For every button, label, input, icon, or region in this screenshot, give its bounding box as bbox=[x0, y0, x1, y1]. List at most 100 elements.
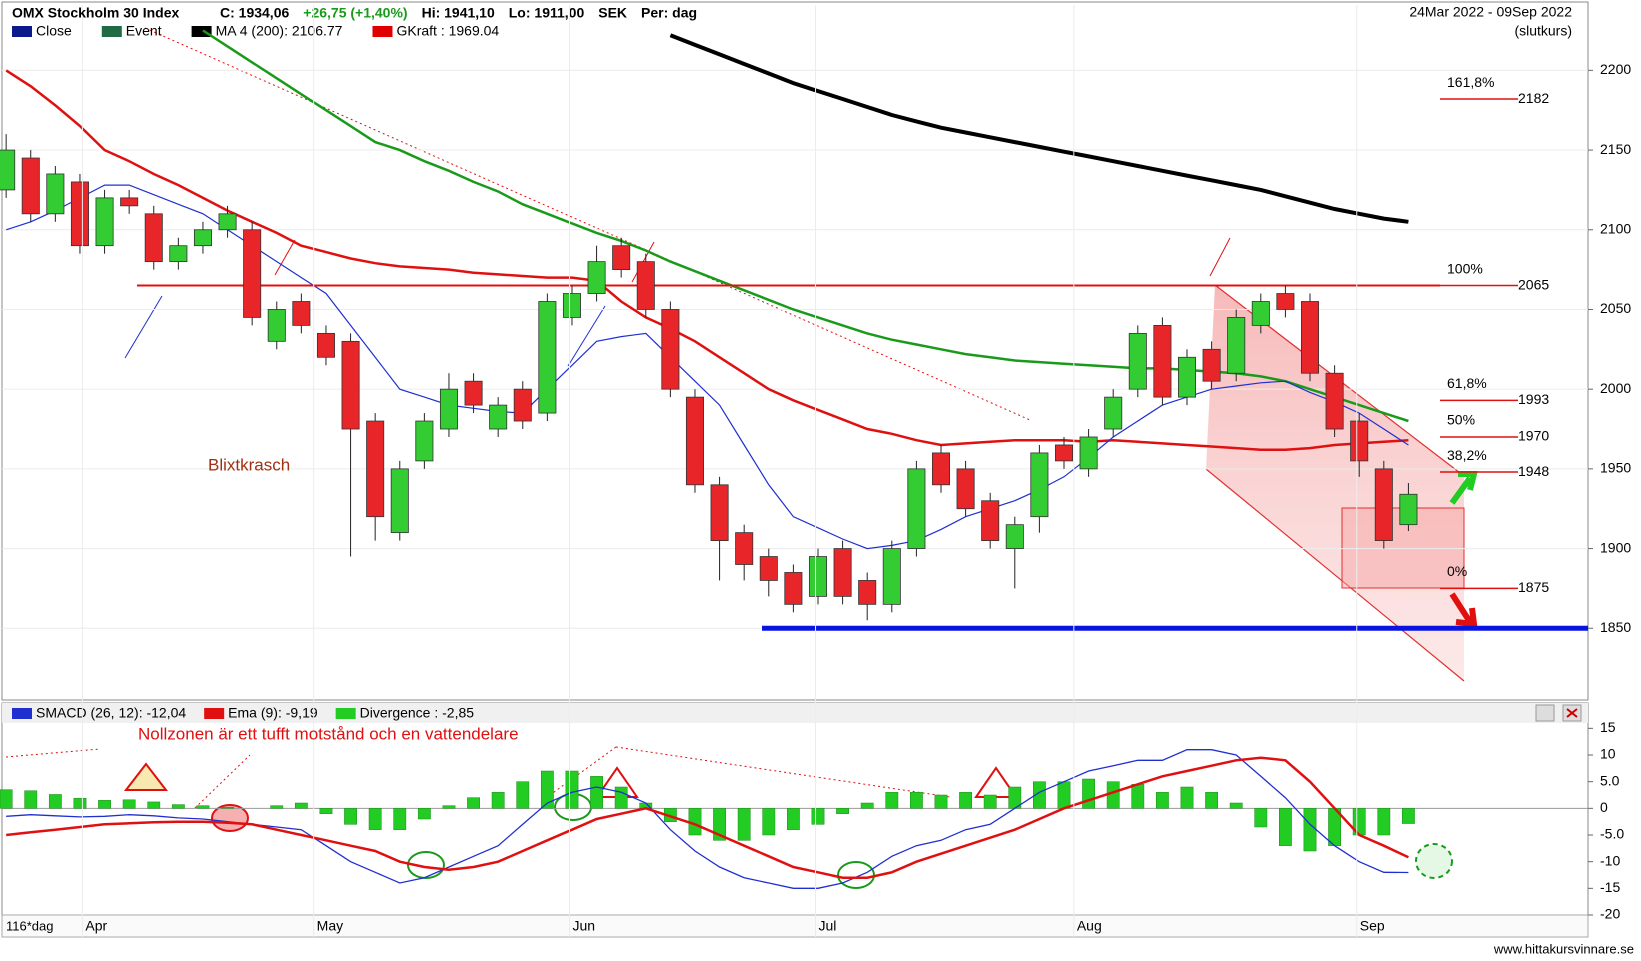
candle-body bbox=[144, 213, 163, 263]
divergence-bar bbox=[959, 792, 972, 809]
legend-swatch bbox=[101, 26, 122, 37]
divergence-bar bbox=[786, 808, 800, 830]
y-tick-label: 10 bbox=[1600, 746, 1616, 762]
y-tick-label: 1950 bbox=[1600, 460, 1631, 476]
candle-body bbox=[1202, 348, 1221, 382]
annotation: Blixtkrasch bbox=[208, 455, 290, 474]
arrow bbox=[1209, 237, 1231, 277]
y-tick-label: 15 bbox=[1600, 719, 1616, 735]
candle-body bbox=[1079, 436, 1098, 470]
down-arrow bbox=[1449, 592, 1478, 628]
candle-body bbox=[390, 468, 409, 534]
x-tick-label: Apr bbox=[85, 918, 107, 934]
candle-body bbox=[1153, 325, 1172, 398]
x-tick-label: Aug bbox=[1077, 918, 1102, 934]
divergence-bar bbox=[516, 781, 530, 809]
candle-body bbox=[956, 468, 975, 510]
y-tick-label: -20 bbox=[1600, 906, 1620, 922]
dotted bbox=[5, 748, 101, 758]
candle-body bbox=[1399, 493, 1418, 526]
legend-label: MA 4 (200): 2106.77 bbox=[216, 23, 343, 39]
candle-body bbox=[341, 340, 360, 430]
circle bbox=[211, 804, 249, 832]
level-value: 2065 bbox=[1518, 276, 1549, 292]
divergence-bar bbox=[417, 808, 431, 820]
candle-body bbox=[1251, 301, 1270, 326]
candle-body bbox=[710, 484, 729, 541]
candle-body bbox=[46, 173, 65, 215]
stat: Lo: 1911,00 bbox=[509, 5, 585, 21]
legend-swatch bbox=[372, 26, 393, 37]
divergence-bar bbox=[294, 802, 308, 809]
divergence-bar bbox=[196, 805, 210, 809]
arrow bbox=[124, 295, 163, 359]
watermark: www.hittakursvinnare.se bbox=[1493, 941, 1634, 956]
y-tick-label: -15 bbox=[1600, 879, 1620, 895]
level-value: 1993 bbox=[1518, 391, 1549, 407]
divergence-bar bbox=[1303, 808, 1317, 852]
candle-body bbox=[316, 332, 335, 358]
divergence-bar bbox=[1402, 808, 1415, 824]
arrow bbox=[274, 239, 296, 276]
candle-body bbox=[243, 229, 262, 318]
divergence-bar bbox=[885, 792, 899, 809]
level-percent: 61,8% bbox=[1447, 375, 1487, 391]
candle-body bbox=[1054, 444, 1074, 462]
y-tick-label: 0 bbox=[1600, 799, 1608, 815]
y-tick-label: 2000 bbox=[1600, 380, 1631, 396]
candle-body bbox=[882, 548, 901, 605]
level-value: 1948 bbox=[1518, 463, 1549, 479]
candle-body bbox=[562, 293, 581, 318]
y-tick-label: 2150 bbox=[1600, 141, 1631, 157]
divergence-bar bbox=[909, 792, 923, 809]
price-basis: (slutkurs) bbox=[1514, 23, 1572, 39]
settings-button[interactable] bbox=[1535, 704, 1555, 722]
candle-body bbox=[858, 580, 877, 605]
legend-swatch bbox=[335, 708, 356, 719]
stat: Per: dag bbox=[641, 5, 697, 21]
legend-swatch bbox=[12, 708, 32, 719]
divergence-bar bbox=[1229, 802, 1243, 809]
candle-body bbox=[1325, 372, 1344, 430]
candle-body bbox=[1128, 332, 1147, 390]
ma-line bbox=[5, 69, 1409, 451]
divergence-bar bbox=[1057, 781, 1071, 809]
divergence-bar bbox=[48, 794, 62, 809]
candle-body bbox=[513, 388, 532, 422]
divergence-bar bbox=[270, 805, 284, 809]
triangle bbox=[123, 762, 169, 791]
legend-swatch bbox=[191, 26, 212, 37]
candle-body bbox=[931, 452, 951, 486]
level-percent: 50% bbox=[1447, 412, 1475, 428]
candle-body bbox=[1300, 301, 1320, 374]
candle-body bbox=[612, 245, 631, 271]
candle-body bbox=[1104, 396, 1123, 430]
ema-line bbox=[6, 756, 1409, 879]
level-percent: 161,8% bbox=[1447, 74, 1494, 90]
divergence-bar bbox=[1156, 792, 1169, 809]
y-tick-label: 2100 bbox=[1600, 220, 1631, 236]
candle-body bbox=[685, 396, 704, 486]
stat: SEK bbox=[598, 5, 627, 21]
y-tick-label: 1850 bbox=[1600, 619, 1631, 635]
divergence-bar bbox=[221, 807, 234, 809]
trend-dotted bbox=[144, 27, 1031, 421]
divergence-bar bbox=[737, 808, 751, 841]
candle-body bbox=[21, 157, 40, 215]
candle-body bbox=[808, 556, 827, 597]
candle-body bbox=[120, 197, 139, 207]
legend-label: Close bbox=[36, 23, 72, 39]
candle-body bbox=[439, 388, 458, 430]
divergence-bar bbox=[590, 776, 603, 809]
candle-body bbox=[464, 380, 483, 406]
candle-body bbox=[784, 572, 803, 605]
legend-label: Event bbox=[126, 23, 162, 39]
divergence-bar bbox=[983, 794, 997, 809]
level-value: 1875 bbox=[1518, 579, 1549, 595]
divergence-bar bbox=[540, 770, 554, 809]
candle-body bbox=[366, 420, 385, 518]
up-arrow bbox=[1449, 471, 1478, 505]
y-tick-label: 2050 bbox=[1600, 300, 1631, 316]
candle-body bbox=[1005, 524, 1024, 549]
candle-body bbox=[218, 213, 237, 231]
